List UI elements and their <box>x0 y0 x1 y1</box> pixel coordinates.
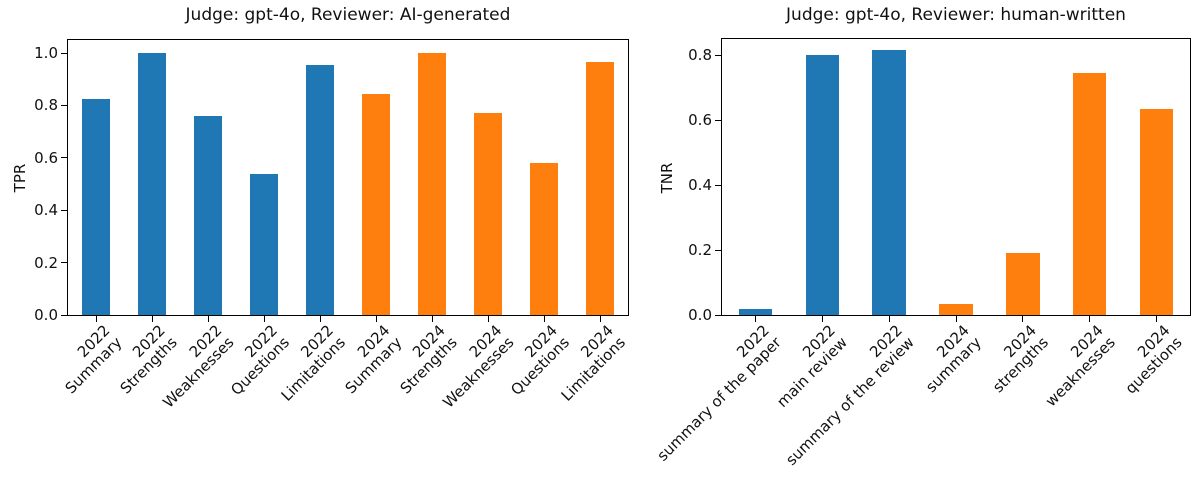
y-tick-mark <box>715 184 721 186</box>
bar <box>872 50 906 315</box>
bar <box>1139 108 1174 315</box>
x-tick-mark <box>207 316 209 322</box>
x-tick-mark <box>821 316 823 322</box>
x-tick-mark <box>263 316 265 322</box>
x-tick-mark <box>599 316 601 322</box>
left-chart-title: Judge: gpt-4o, Reviewer: AI-generated <box>185 5 511 25</box>
bar <box>530 163 558 315</box>
bar <box>418 53 446 315</box>
x-tick-mark <box>431 316 433 322</box>
bar <box>194 115 222 315</box>
y-tick-mark <box>61 157 67 159</box>
y-tick-mark <box>61 262 67 264</box>
x-tick-mark <box>754 316 756 322</box>
bar <box>738 308 773 315</box>
x-tick-mark <box>95 316 97 322</box>
x-tick-label: 2024 Summary <box>341 321 406 398</box>
x-tick-mark <box>888 316 890 322</box>
bar <box>939 303 973 315</box>
bar <box>805 55 839 315</box>
bar <box>586 62 614 315</box>
bar <box>250 173 278 315</box>
y-tick-mark <box>715 119 721 121</box>
x-tick-mark <box>319 316 321 322</box>
y-tick-mark <box>61 209 67 211</box>
x-tick-label: 2024 questions <box>1121 321 1186 398</box>
right-chart-title: Judge: gpt-4o, Reviewer: human-written <box>786 5 1126 25</box>
y-tick-mark <box>715 314 721 316</box>
x-tick-label: 2024 weaknesses <box>1041 321 1119 411</box>
y-tick-label: 0.8 <box>688 46 712 65</box>
x-tick-mark <box>543 316 545 322</box>
bar <box>1006 253 1040 315</box>
y-tick-label: 0.4 <box>688 176 712 195</box>
bar <box>138 53 166 315</box>
y-tick-label: 0.0 <box>34 306 58 324</box>
x-tick-mark <box>151 316 153 322</box>
bar <box>1073 73 1107 315</box>
x-tick-mark <box>1022 316 1024 322</box>
bar <box>474 113 502 315</box>
y-tick-label: 0.6 <box>688 111 712 130</box>
y-tick-label: 0.4 <box>34 201 58 220</box>
right-chart-plot-area <box>722 39 1190 315</box>
y-tick-label: 0.0 <box>688 306 712 324</box>
left-chart-ylabel: TPR <box>11 163 29 193</box>
x-tick-mark <box>375 316 377 322</box>
x-tick-mark <box>1089 316 1091 322</box>
x-tick-label: 2022 summary of the paper <box>653 321 785 465</box>
y-tick-mark <box>715 249 721 251</box>
y-tick-label: 0.2 <box>688 241 712 260</box>
x-tick-mark <box>1156 316 1158 322</box>
y-tick-mark <box>715 54 721 56</box>
y-tick-mark <box>61 52 67 54</box>
y-tick-label: 0.8 <box>34 96 58 115</box>
x-tick-mark <box>487 316 489 322</box>
bar <box>362 93 390 315</box>
y-tick-mark <box>61 314 67 316</box>
bar <box>306 64 334 315</box>
y-tick-label: 0.2 <box>34 253 58 272</box>
x-tick-label: 2024 summary <box>922 321 986 397</box>
y-tick-label: 0.6 <box>34 148 58 167</box>
y-tick-label: 1.0 <box>34 44 58 63</box>
x-tick-mark <box>955 316 957 322</box>
x-tick-label: 2022 Summary <box>61 321 126 398</box>
y-tick-mark <box>61 104 67 106</box>
bar <box>82 98 110 315</box>
